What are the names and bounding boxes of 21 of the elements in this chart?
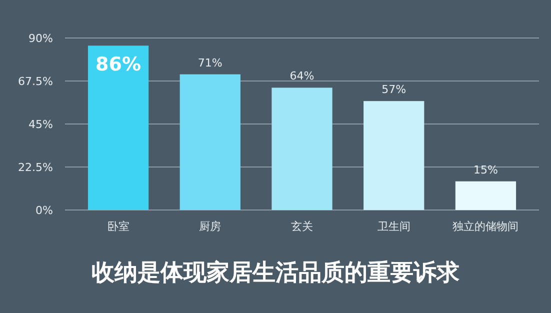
bar <box>180 74 240 210</box>
x-tick-label: 玄关 <box>291 220 313 233</box>
x-tick-label: 卧室 <box>107 220 130 233</box>
text: 收纳是体现家居生活品质的重要诉求 <box>92 259 460 286</box>
y-tick-label: 45% <box>28 118 53 131</box>
bar <box>272 88 332 210</box>
data-label: 71% <box>198 56 222 70</box>
bar <box>364 101 424 210</box>
y-tick-label: 90% <box>28 32 53 45</box>
x-tick-label: 独立的储物间 <box>452 220 519 233</box>
data-label: 15% <box>473 163 498 176</box>
bar <box>455 181 516 210</box>
data-label: 57% <box>382 83 406 96</box>
data-label: 86% <box>96 54 142 76</box>
y-tick-label: 22.5% <box>18 161 53 174</box>
y-tick-label: 0% <box>36 204 53 217</box>
y-tick-label: 67.5% <box>18 75 53 88</box>
bar <box>88 46 149 210</box>
data-label: 64% <box>290 70 314 83</box>
x-tick-label: 厨房 <box>199 220 222 233</box>
x-tick-label: 卫生间 <box>377 220 410 233</box>
